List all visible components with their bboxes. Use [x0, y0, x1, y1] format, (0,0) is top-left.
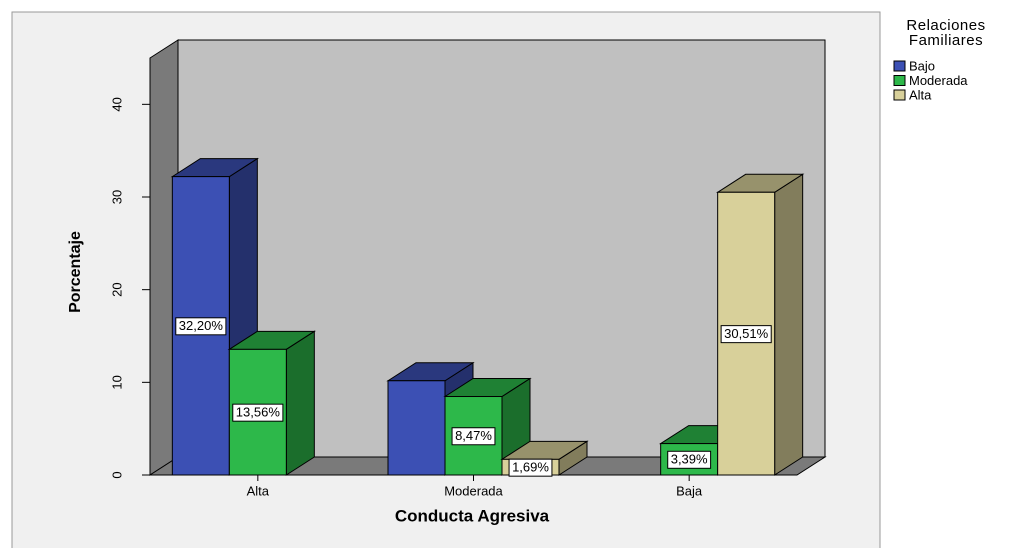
data-label-text: 32,20%: [179, 318, 224, 333]
data-label: 32,20%: [175, 317, 227, 336]
x-tick-label: Alta: [247, 483, 270, 498]
data-label: 1,69%: [508, 458, 553, 477]
legend-swatch: [893, 89, 906, 101]
bar-side: [774, 173, 804, 476]
legend-label: Alta: [909, 87, 932, 102]
bar: [387, 380, 446, 476]
legend-title: Relaciones Familiares: [906, 17, 986, 49]
bar-group: [715, 173, 805, 476]
y-tick-label: 20: [109, 282, 124, 296]
y-axis-title: Porcentaje: [67, 231, 84, 313]
data-label-text: 13,56%: [236, 405, 281, 420]
x-axis-title: Conducta Agresiva: [395, 506, 550, 525]
data-label-text: 8,47%: [455, 428, 492, 443]
y-tick-label: 40: [109, 97, 124, 111]
legend-swatch: [893, 60, 906, 72]
data-label-text: 30,51%: [724, 326, 769, 341]
x-tick-label: Moderada: [444, 483, 503, 498]
data-label-box: [720, 325, 772, 344]
data-label: 13,56%: [232, 403, 284, 422]
data-label-text: 1,69%: [512, 460, 549, 475]
data-label-box: [451, 427, 496, 446]
bar-group: [227, 330, 317, 476]
data-label-box: [667, 450, 712, 469]
data-label: 30,51%: [720, 325, 772, 344]
data-label: 8,47%: [451, 427, 496, 446]
y-tick-label: 0: [109, 471, 124, 478]
legend-label: Bajo: [909, 58, 935, 73]
data-label-box: [175, 317, 227, 336]
legend-swatch: [893, 75, 906, 86]
y-tick-label: 10: [109, 375, 124, 389]
data-label: 3,39%: [667, 450, 712, 469]
data-label-box: [508, 458, 553, 477]
legend-label: Moderada: [909, 73, 968, 88]
x-tick-label: Baja: [676, 483, 703, 498]
data-label-text: 3,39%: [671, 452, 708, 467]
bar-side: [285, 330, 315, 476]
y-tick-label: 30: [109, 190, 124, 204]
data-label-box: [232, 403, 284, 422]
